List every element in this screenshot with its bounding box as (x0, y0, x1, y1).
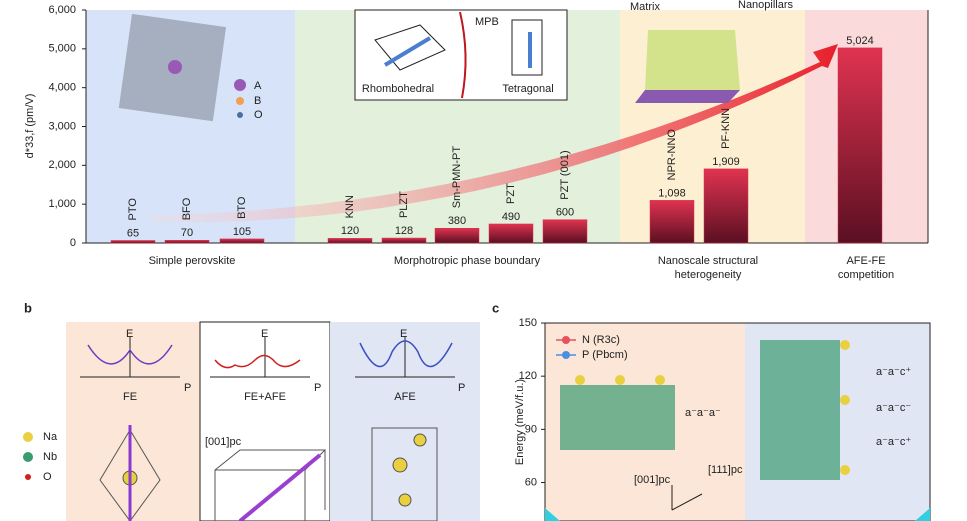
legend-label: P (Pbcm) (582, 349, 628, 361)
value-label: 120 (341, 225, 359, 237)
group-label: Nanoscale structural heterogeneity (658, 255, 758, 281)
category-label: NPR-NNO (666, 129, 678, 181)
inset-label: Rhombohedral (362, 83, 434, 95)
category-label: PZT (505, 183, 517, 204)
group-label: Simple perovskite (149, 255, 236, 267)
bar (649, 200, 695, 244)
category-label: BFO (181, 197, 193, 220)
y-tick-label: 1,000 (48, 198, 76, 210)
y-axis-label: d*33,f (pm/V) (24, 94, 36, 159)
bar (327, 238, 373, 244)
value-label: 490 (502, 211, 520, 223)
annotation: a⁻a⁻c⁻ (876, 402, 911, 414)
energy-curve (214, 354, 301, 369)
value-label: 105 (233, 226, 251, 238)
y-tick-label: 90 (525, 423, 537, 435)
category-label: PLZT (398, 191, 410, 218)
vector (383, 36, 432, 67)
bar (542, 219, 588, 244)
energy-curve (359, 340, 453, 368)
axis-letter: E (126, 328, 133, 340)
y-tick-label: 6,000 (48, 4, 76, 16)
bar (381, 237, 427, 244)
category-label: KNN (344, 195, 356, 218)
axis-letter: E (261, 328, 268, 340)
inset-label: Tetragonal (502, 83, 553, 95)
legend-marker (562, 336, 570, 344)
value-label: 380 (448, 215, 466, 227)
y-tick-label: 60 (525, 476, 537, 488)
group-label: Morphotropic phase boundary (394, 255, 541, 267)
panel-label: b (24, 300, 32, 315)
y-tick-label: 0 (70, 237, 76, 249)
y-axis-label: Energy (meV/f.u.) (514, 379, 526, 465)
bar (219, 238, 265, 244)
annotation: a⁻a⁻c⁺ (876, 436, 911, 448)
axis-letter: E (400, 328, 407, 340)
atom-label: A (254, 80, 262, 92)
annotation: a⁻a⁻c⁺ (876, 366, 911, 378)
value-label: 65 (127, 227, 139, 239)
legend-marker (562, 351, 570, 359)
annotation: a⁻a⁻a⁻ (685, 407, 721, 419)
structure (545, 340, 930, 521)
matrix-inset (645, 30, 740, 90)
direction-label: [001]pc (205, 436, 242, 448)
fe-box (66, 322, 200, 521)
state-label: AFE (394, 391, 415, 403)
bar (434, 227, 480, 244)
axis-letter: P (458, 382, 465, 394)
atom-label: Nb (43, 451, 57, 463)
structure (99, 425, 438, 521)
bar (110, 240, 156, 244)
category-label: PF-KNN (720, 108, 732, 149)
trend-arrow (150, 44, 838, 223)
perovskite-inset (118, 13, 246, 122)
state-label: FE (123, 391, 137, 403)
bar (703, 168, 749, 244)
annotation: [111]pc (708, 464, 743, 476)
inset-label: Matrix (630, 1, 660, 13)
category-label: PTO (127, 198, 139, 221)
category-label: BTO (236, 196, 248, 219)
plot-frame (544, 322, 931, 521)
category-label: PZT (001) (559, 150, 571, 199)
value-label: 1,098 (658, 187, 686, 199)
inset-label: MPB (475, 16, 499, 28)
inset-label: Nanopillars (738, 0, 794, 11)
bar (164, 240, 210, 244)
atom-label: O (254, 109, 263, 121)
y-tick-label: 4,000 (48, 82, 76, 94)
value-label: 600 (556, 207, 574, 219)
y-tick-label: 5,000 (48, 43, 76, 55)
mpb-line (459, 11, 467, 99)
state-label: FE+AFE (244, 391, 286, 403)
value-label: 70 (181, 227, 193, 239)
axis-letter: P (314, 382, 321, 394)
value-label: 5,024 (846, 35, 874, 47)
group-label: AFE-FE competition (838, 255, 894, 281)
y-tick-label: 150 (519, 317, 537, 329)
annotation: [001]pc (634, 474, 671, 486)
axis-letter: P (184, 382, 191, 394)
bar (837, 47, 883, 244)
legend-label: N (R3c) (582, 334, 620, 346)
value-label: 128 (395, 225, 413, 237)
atom-label: Na (43, 431, 58, 443)
energy-curve (87, 344, 173, 365)
y-tick-label: 120 (519, 370, 537, 382)
category-label: Sm-PMN-PT (451, 146, 463, 209)
panel-label: c (492, 300, 499, 315)
y-tick-label: 2,000 (48, 159, 76, 171)
atom-label: B (254, 95, 261, 107)
atom-label: O (43, 471, 52, 483)
bar (488, 223, 534, 244)
y-tick-label: 3,000 (48, 120, 76, 132)
value-label: 1,909 (712, 156, 740, 168)
